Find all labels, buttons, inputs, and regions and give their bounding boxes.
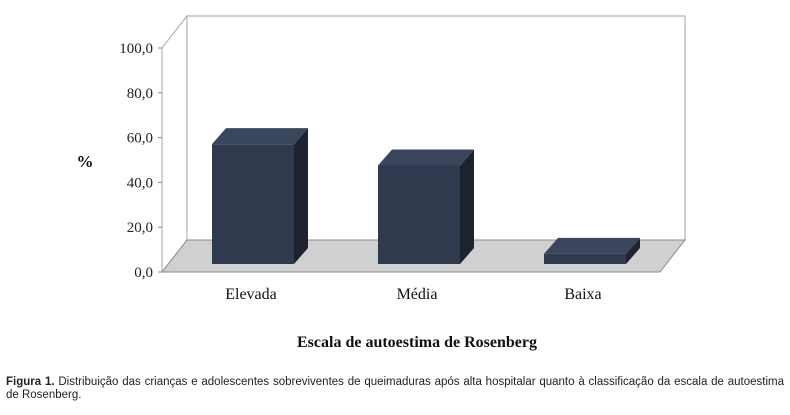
y-tick-label: 100,0 xyxy=(119,41,153,57)
x-axis-categories: Elevada Média Baixa xyxy=(225,286,601,303)
bar-front xyxy=(544,253,626,264)
bar-elevada xyxy=(212,128,308,264)
y-axis-ticks: 0,0 20,0 40,0 60,0 80,0 100,0 xyxy=(119,41,162,281)
bar-side xyxy=(460,149,474,264)
x-category-label: Média xyxy=(397,286,438,303)
chart-bars xyxy=(212,128,640,264)
y-tick-label: 40,0 xyxy=(127,175,153,191)
bar-side xyxy=(626,237,640,264)
caption-label: Figura 1. xyxy=(6,376,55,388)
x-category-label: Elevada xyxy=(225,286,277,303)
figure-caption: Figura 1. Distribuição das crianças e ad… xyxy=(6,376,784,402)
bar-baixa xyxy=(544,237,640,264)
x-axis-label: Escala de autoestima de Rosenberg xyxy=(297,334,537,351)
y-tick-label: 80,0 xyxy=(127,86,153,102)
bar-top xyxy=(378,149,474,166)
bar-side xyxy=(294,128,308,264)
bar-top xyxy=(212,128,308,145)
x-category-label: Baixa xyxy=(564,286,601,303)
bar-front xyxy=(212,144,294,264)
caption-text: Distribuição das crianças e adolescentes… xyxy=(6,376,785,401)
side-wall xyxy=(161,14,188,274)
bar-front xyxy=(378,165,460,264)
bar-chart: 0,0 20,0 40,0 60,0 80,0 100,0 Elevada Média Bai… xyxy=(77,14,687,351)
y-axis-label: % xyxy=(77,152,94,171)
y-tick-label: 0,0 xyxy=(134,265,153,281)
y-tick-label: 20,0 xyxy=(127,220,153,236)
y-tick-label: 60,0 xyxy=(127,131,153,147)
bar-top xyxy=(544,237,640,254)
bar-media xyxy=(378,149,474,264)
